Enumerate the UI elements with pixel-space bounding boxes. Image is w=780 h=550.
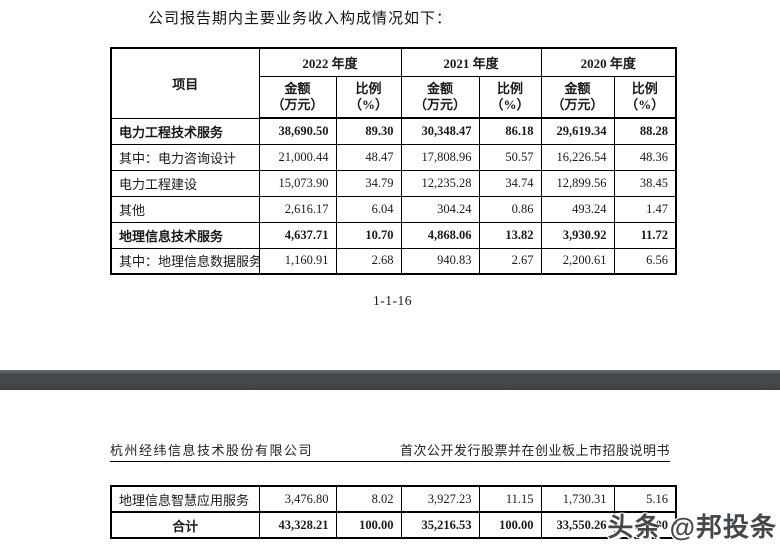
table-cell: 4,637.71 (258, 221, 337, 249)
year-2022-cell: 2022 年度 (258, 47, 402, 77)
row-label: 其中：电力咨询设计 (110, 143, 260, 171)
table-cell: 304.24 (400, 195, 480, 223)
table-cell: 10.70 (335, 221, 402, 249)
table-cell: 6.56 (613, 247, 677, 275)
table-cell: 86.18 (478, 117, 542, 145)
page2-running-header: 杭州经纬信息技术股份有限公司 首次公开发行股票并在创业板上市招股说明书 (110, 440, 670, 459)
row-label: 地理信息智慧应用服务 (110, 485, 260, 513)
table-cell: 12,235.28 (400, 169, 480, 197)
ratio-header-cell: 比例 （%） (478, 75, 542, 119)
table-row-power-consulting: 其中：电力咨询设计 21,000.44 48.47 17,808.96 50.5… (110, 143, 677, 171)
table-cell: 89.30 (335, 117, 402, 145)
company-name: 杭州经纬信息技术股份有限公司 (110, 443, 314, 458)
table-row-geo-data-services: 其中：地理信息数据服务 1,160.91 2.68 940.83 2.67 2,… (110, 247, 677, 275)
table-cell: 38.45 (613, 169, 677, 197)
table-cell: 88.28 (613, 117, 677, 145)
table-cell: 21,000.44 (258, 143, 337, 171)
table-cell: 493.24 (540, 195, 615, 223)
table-cell: 13.82 (478, 221, 542, 249)
prospectus-title: 首次公开发行股票并在创业板上市招股说明书 (399, 443, 670, 458)
item-header-cell: 项目 (110, 47, 260, 119)
table-cell: 4,868.06 (400, 221, 480, 249)
table-cell: 1.47 (613, 195, 677, 223)
table-row-power-construction: 电力工程建设 15,073.90 34.79 12,235.28 34.74 1… (110, 169, 677, 197)
table-cell: 43,328.21 (258, 511, 337, 539)
table-cell: 34.79 (335, 169, 402, 197)
table-cell: 2,200.61 (540, 247, 615, 275)
table-cell: 50.57 (478, 143, 542, 171)
revenue-table: 项目 2022 年度 2021 年度 2020 年度 金额 （万元） 比例 （%） … (110, 47, 678, 275)
table-cell: 100.00 (613, 511, 677, 539)
table-cell: 16,226.54 (540, 143, 615, 171)
row-label: 电力工程建设 (110, 169, 260, 197)
toutiao-watermark: 头条 @邦投条 (607, 512, 777, 542)
table-cell: 33,550.26 (540, 511, 615, 539)
table-row-total: 合计 43,328.21 100.00 35,216.53 100.00 33,… (110, 511, 677, 539)
row-label: 其中：地理信息数据服务 (110, 247, 260, 275)
year-2020-cell: 2020 年度 (540, 47, 677, 77)
table-row-geo-info-services: 地理信息技术服务 4,637.71 10.70 4,868.06 13.82 3… (110, 221, 677, 249)
amount-header-cell: 金额 （万元） (258, 75, 337, 119)
table-cell: 940.83 (400, 247, 480, 275)
revenue-table-continued: 地理信息智慧应用服务 3,476.80 8.02 3,927.23 11.15 … (110, 485, 677, 539)
table-header-years: 项目 2022 年度 2021 年度 2020 年度 (110, 47, 677, 119)
table-cell: 8.02 (335, 485, 402, 513)
table-header-measures: 金额 （万元） 比例 （%） 金额 （万元） 比例 （%） 金额 （万元） 比例 （%） (111, 75, 677, 119)
table-cell: 38,690.50 (258, 117, 337, 145)
table-cell: 6.04 (335, 195, 402, 223)
table-cell: 11.72 (613, 221, 677, 249)
table-cell: 2.67 (478, 247, 542, 275)
table-cell: 12,899.56 (540, 169, 615, 197)
amount-header-cell: 金额 （万元） (400, 75, 480, 119)
table-cell: 30,348.47 (400, 117, 480, 145)
year-2021-cell: 2021 年度 (400, 47, 542, 77)
header-rule (110, 461, 670, 462)
table-cell: 48.47 (335, 143, 402, 171)
table-cell: 35,216.53 (400, 511, 480, 539)
table-cell: 2.68 (335, 247, 402, 275)
table-cell: 3,476.80 (258, 485, 337, 513)
ratio-header-cell: 比例 （%） (335, 75, 402, 119)
table-cell: 34.74 (478, 169, 542, 197)
table-cell: 29,619.34 (540, 117, 615, 145)
row-label: 电力工程技术服务 (110, 117, 260, 145)
table-cell: 1,730.31 (540, 485, 615, 513)
table-cell: 48.36 (613, 143, 677, 171)
table-cell: 100.00 (335, 511, 402, 539)
table-row-other: 其他 2,616.17 6.04 304.24 0.86 493.24 1.47 (110, 195, 677, 223)
table-cell: 3,927.23 (400, 485, 480, 513)
table-cell: 11.15 (478, 485, 542, 513)
page-break-separator (0, 370, 780, 390)
page-number: 1-1-16 (373, 293, 412, 308)
table-cell: 17,808.96 (400, 143, 480, 171)
table-cell: 3,930.92 (540, 221, 615, 249)
row-label: 地理信息技术服务 (110, 221, 260, 249)
ratio-header-cell: 比例 （%） (613, 75, 677, 119)
table-row-geo-smart-app: 地理信息智慧应用服务 3,476.80 8.02 3,927.23 11.15 … (110, 485, 677, 513)
table-cell: 2,616.17 (258, 195, 337, 223)
table-cell: 1,160.91 (258, 247, 337, 275)
table-row-power-engineering: 电力工程技术服务 38,690.50 89.30 30,348.47 86.18… (110, 117, 677, 145)
table-cell: 15,073.90 (258, 169, 337, 197)
amount-header-cell: 金额 （万元） (540, 75, 615, 119)
row-label: 其他 (110, 195, 260, 223)
page-title: 公司报告期内主要业务收入构成情况如下： (148, 11, 453, 27)
row-label: 合计 (110, 511, 260, 539)
table-cell: 100.00 (478, 511, 542, 539)
table-cell: 0.86 (478, 195, 542, 223)
